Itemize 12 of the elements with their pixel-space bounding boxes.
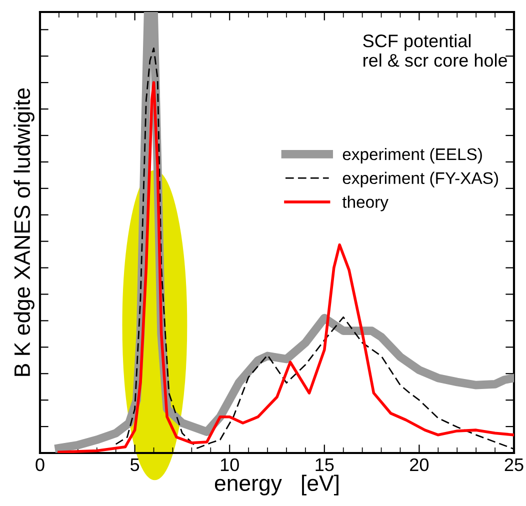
x-axis-title: energy [eV] (214, 474, 338, 496)
annotation: SCF potential rel & scr core hole (363, 34, 508, 67)
x-tick-label: 0 (36, 458, 44, 472)
x-tick-label: 20 (410, 458, 429, 472)
x-tick-label: 5 (130, 458, 140, 472)
x-tick-label: 15 (316, 458, 334, 472)
x-tick-label: 10 (220, 458, 239, 472)
legend-label: experiment (FY-XAS) (342, 172, 498, 188)
legend-label: experiment (EELS) (342, 148, 482, 164)
x-tick-label: 25 (504, 458, 524, 472)
y-axis-title: B K edge XANES of ludwigite (14, 88, 34, 376)
legend-label: theory (342, 196, 388, 212)
